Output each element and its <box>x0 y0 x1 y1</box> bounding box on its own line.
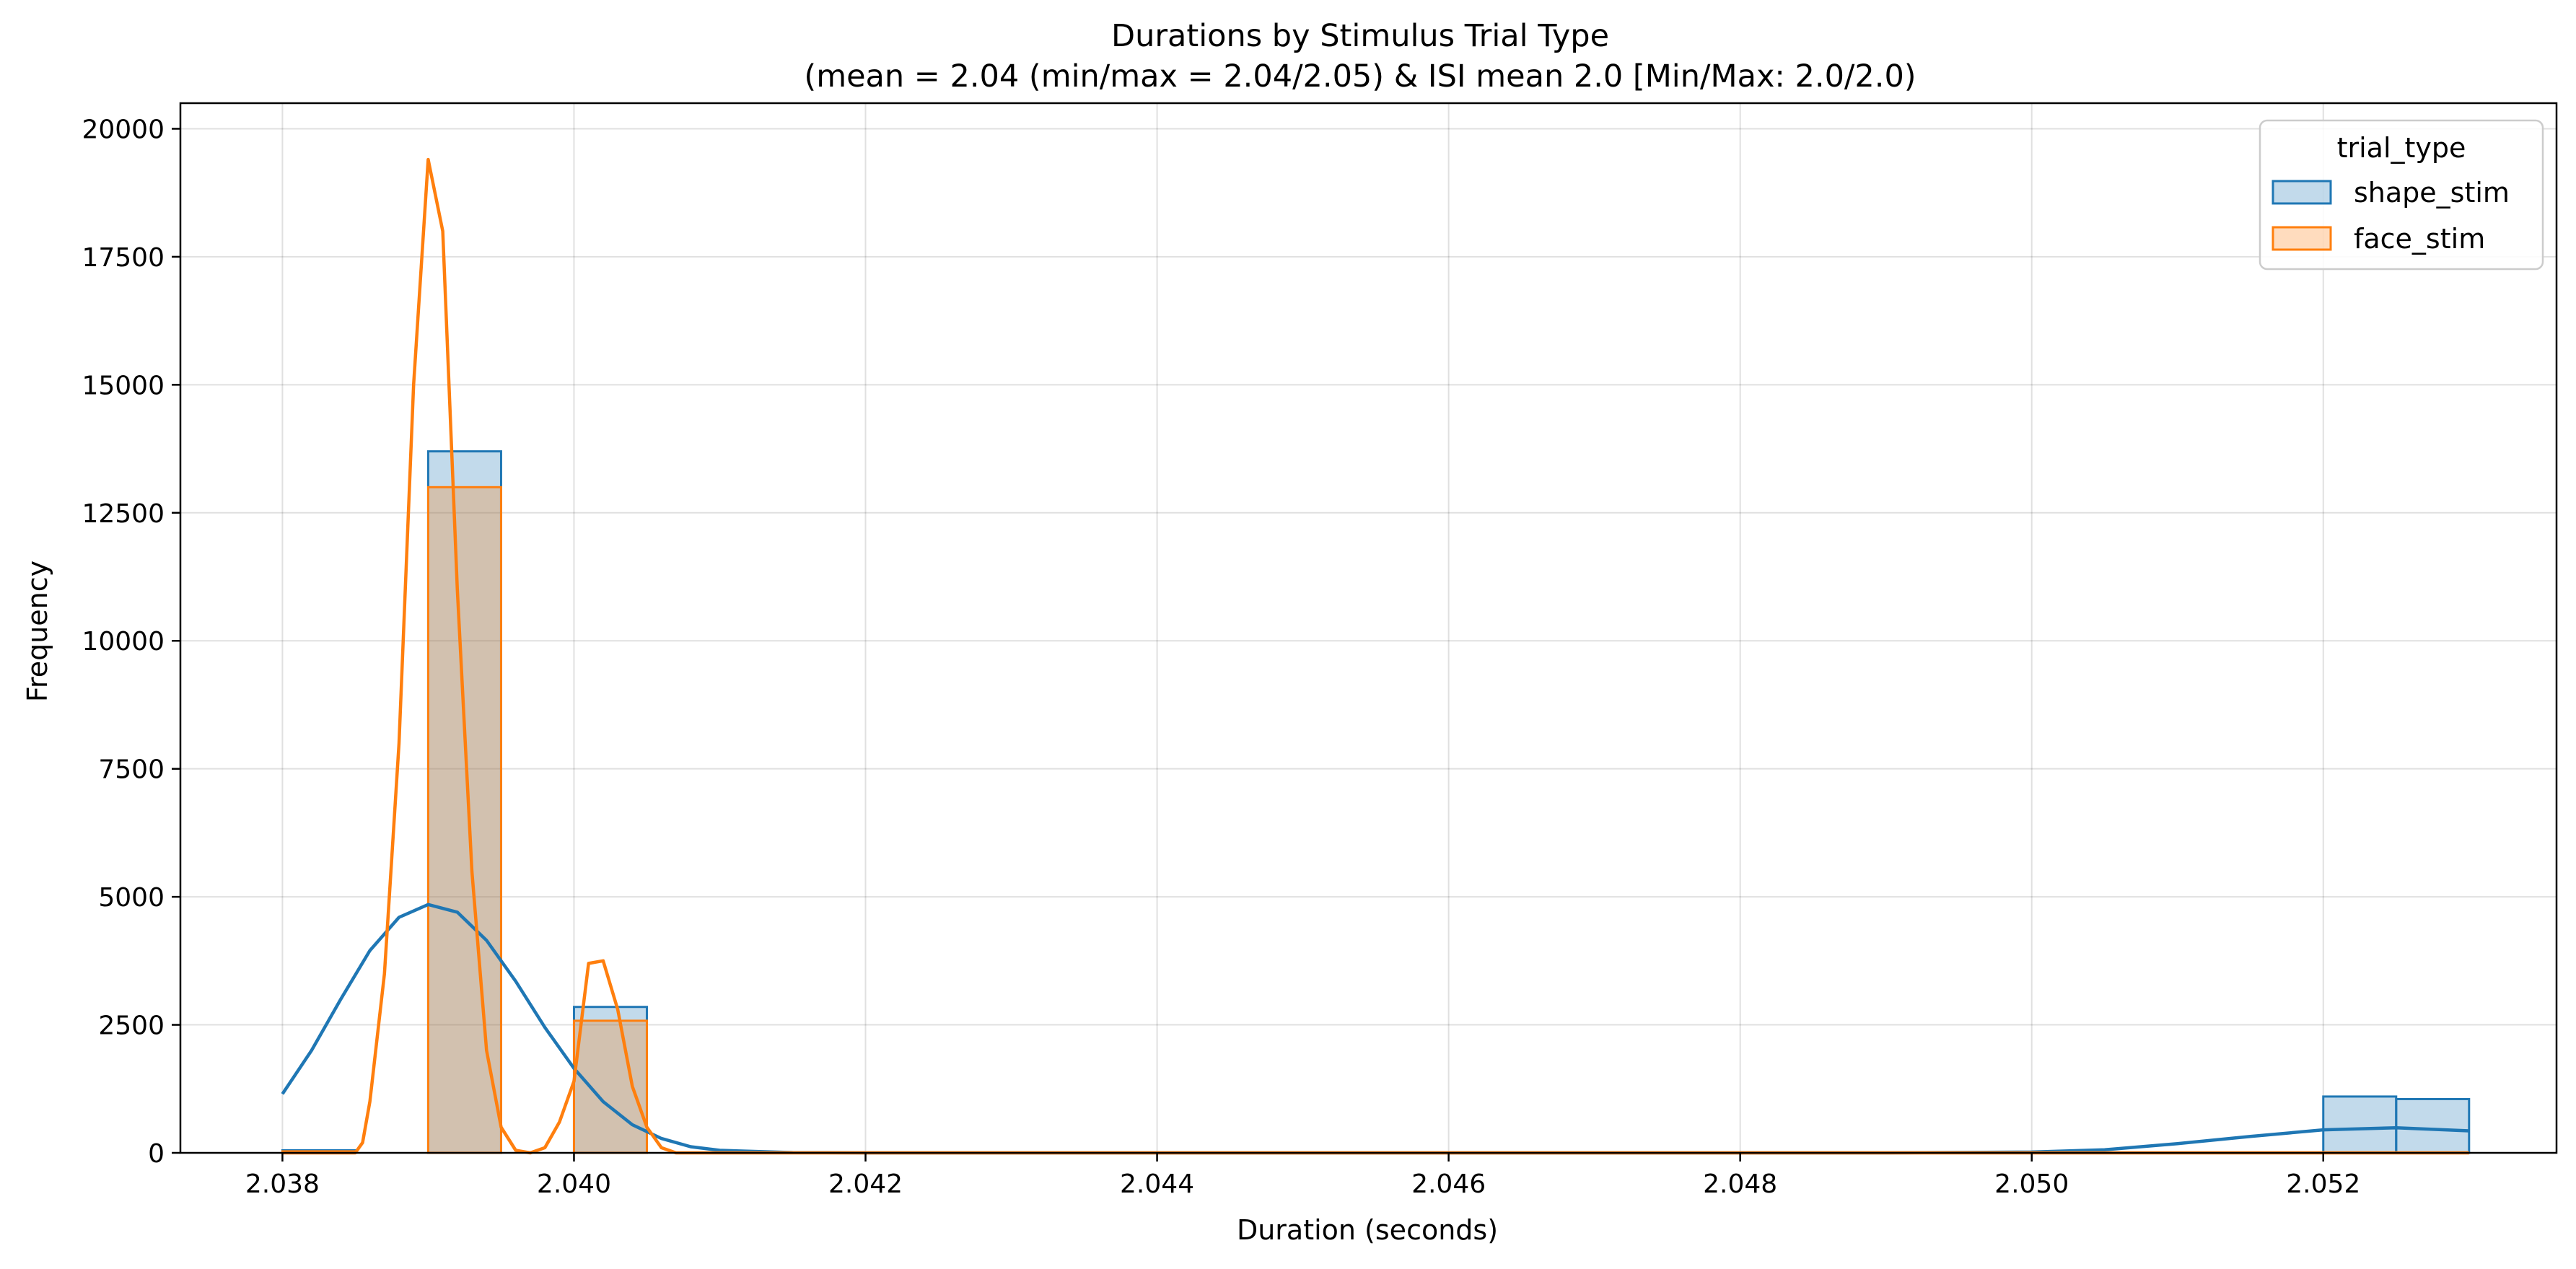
y-tick-label: 2500 <box>98 1011 165 1041</box>
y-axis-ticks: 0 2500 5000 7500 10000 12500 15000 17500 20000 <box>82 115 180 1169</box>
kde-curves <box>281 157 2469 1155</box>
plot-area-frame <box>179 102 2558 1154</box>
x-tick-label: 2.040 <box>537 1169 611 1199</box>
legend-label-shape-stim: shape_stim <box>2354 177 2510 208</box>
kde-curve-face-stim <box>282 157 2469 1155</box>
histogram-bar-shape-stim <box>2322 1095 2398 1154</box>
y-axis-label: Frequency <box>22 561 53 702</box>
y-tick-label: 7500 <box>98 755 165 785</box>
x-tick-label: 2.048 <box>1703 1169 1777 1199</box>
grid-lines <box>180 103 2557 1154</box>
x-axis-ticks: 2.038 2.040 2.042 2.044 2.046 2.048 2.050 2.052 <box>245 1153 2360 1199</box>
y-tick-label: 15000 <box>82 371 165 400</box>
histogram-bar-face-stim <box>426 486 502 1154</box>
legend-label-face-stim: face_stim <box>2354 223 2485 255</box>
x-tick-label: 2.044 <box>1120 1169 1194 1199</box>
legend-swatch-shape-stim <box>2271 180 2332 205</box>
x-tick-label: 2.050 <box>1994 1169 2069 1199</box>
y-tick-label: 5000 <box>98 883 165 913</box>
chart-title-line2: (mean = 2.04 (min/max = 2.04/2.05) & ISI… <box>804 58 1916 95</box>
y-tick-label: 0 <box>148 1139 165 1169</box>
histogram-bar-shape-stim <box>2395 1097 2471 1154</box>
legend-swatch-face-stim <box>2271 226 2332 251</box>
y-tick-label: 10000 <box>82 627 165 657</box>
y-tick-label: 17500 <box>82 243 165 273</box>
y-tick-label: 20000 <box>82 115 165 144</box>
y-tick-label: 12500 <box>82 499 165 529</box>
histogram-bar-face-stim <box>572 1019 648 1154</box>
x-tick-label: 2.042 <box>828 1169 903 1199</box>
chart-title-line1: Durations by Stimulus Trial Type <box>1111 18 1609 54</box>
x-axis-label: Duration (seconds) <box>1237 1214 1498 1246</box>
x-tick-label: 2.038 <box>245 1169 320 1199</box>
legend-title: trial_type <box>2337 132 2466 164</box>
kde-curve-shape-stim <box>281 903 2469 1155</box>
legend: trial_type shape_stim face_stim <box>2259 119 2544 271</box>
x-tick-label: 2.046 <box>1411 1169 1486 1199</box>
x-tick-label: 2.052 <box>2286 1169 2360 1199</box>
